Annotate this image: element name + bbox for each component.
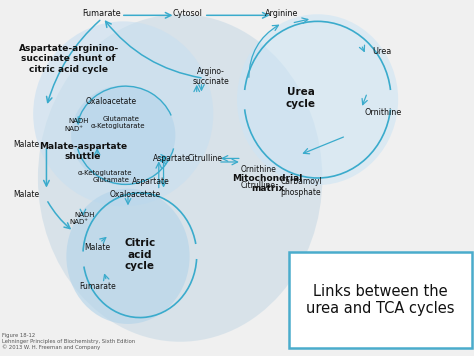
Ellipse shape — [33, 21, 213, 206]
Text: Aspartate: Aspartate — [153, 154, 191, 163]
Text: Oxaloacetate: Oxaloacetate — [86, 97, 137, 106]
Ellipse shape — [38, 14, 322, 342]
Text: α-Ketoglutarate: α-Ketoglutarate — [91, 124, 145, 129]
Text: Citrulline: Citrulline — [241, 180, 276, 190]
Text: Links between the
urea and TCA cycles: Links between the urea and TCA cycles — [306, 283, 455, 316]
Text: Urea
cycle: Urea cycle — [286, 87, 316, 109]
Text: Fumarate: Fumarate — [82, 9, 121, 18]
Text: Malate: Malate — [13, 140, 39, 149]
Text: Mitochondrial
matrix: Mitochondrial matrix — [233, 174, 303, 193]
Text: Figure 18-12
Lehninger Principles of Biochemistry, Sixth Edition
© 2013 W. H. Fr: Figure 18-12 Lehninger Principles of Bio… — [2, 333, 136, 350]
Text: NADH: NADH — [68, 118, 89, 124]
Text: NADH: NADH — [74, 213, 95, 218]
Text: Malate: Malate — [84, 243, 110, 252]
Ellipse shape — [237, 14, 398, 185]
Text: Fumarate: Fumarate — [79, 282, 116, 291]
Text: Urea: Urea — [372, 47, 392, 56]
Ellipse shape — [71, 85, 175, 185]
Text: Argino-
succinate: Argino- succinate — [192, 67, 229, 86]
Text: Oxaloacetate: Oxaloacetate — [109, 189, 161, 199]
Text: Ornithine: Ornithine — [240, 164, 276, 174]
Text: Carbamoyl
phosphate: Carbamoyl phosphate — [280, 177, 322, 197]
Text: NAD⁺: NAD⁺ — [64, 126, 83, 132]
FancyBboxPatch shape — [289, 252, 472, 348]
Text: Ornithine: Ornithine — [365, 108, 402, 117]
Text: Glutamate: Glutamate — [102, 116, 139, 122]
Text: Aspartate-arginino-
succinate shunt of
citric acid cycle: Aspartate-arginino- succinate shunt of c… — [18, 44, 119, 74]
Text: Glutamate: Glutamate — [93, 177, 130, 183]
Ellipse shape — [66, 189, 190, 324]
Text: Arginine: Arginine — [265, 9, 299, 18]
Text: Citrulline: Citrulline — [187, 154, 222, 163]
Text: α-Ketoglutarate: α-Ketoglutarate — [78, 170, 132, 176]
Text: Cytosol: Cytosol — [172, 9, 202, 18]
Text: Malate-aspartate
shuttle: Malate-aspartate shuttle — [39, 142, 127, 161]
Text: Aspartate: Aspartate — [132, 177, 170, 186]
Text: Malate: Malate — [13, 189, 39, 199]
Text: Citric
acid
cycle: Citric acid cycle — [124, 238, 155, 271]
Text: NAD⁺: NAD⁺ — [70, 220, 89, 225]
